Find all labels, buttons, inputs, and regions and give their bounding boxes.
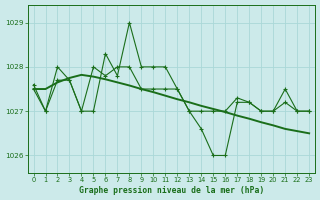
X-axis label: Graphe pression niveau de la mer (hPa): Graphe pression niveau de la mer (hPa) [79, 186, 264, 195]
